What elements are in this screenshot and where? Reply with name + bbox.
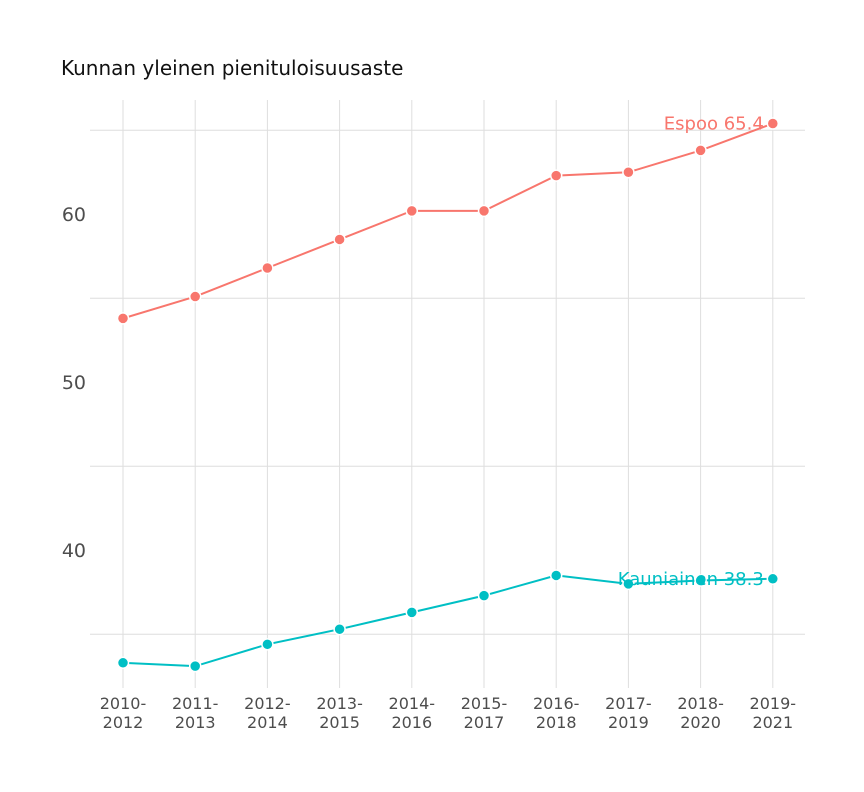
y-tick-label: 50 [62,372,86,394]
data-point [116,312,130,325]
data-point [405,204,419,218]
chart-title: Kunnan yleinen pienituloisuusaste [61,56,404,80]
end-label-kauniainen: Kauniainen 38.3 [618,569,764,590]
data-point [622,165,635,179]
data-point [405,606,419,619]
y-tick-label: 60 [62,204,86,226]
data-point [188,659,202,673]
series-layer [116,117,780,673]
data-point [694,144,707,157]
grid-layer [90,100,805,688]
x-tick-label: 2016-2018 [533,694,580,732]
y-tick-label: 40 [62,540,86,562]
data-point [261,638,274,651]
data-point [549,169,563,182]
x-tick-label: 2017-2019 [605,694,652,732]
data-point [116,656,130,670]
x-tick-label: 2019-2021 [750,694,797,732]
end-labels: Espoo 65.4 Kauniainen 38.3 [618,114,764,590]
end-label-espoo: Espoo 65.4 [664,114,764,135]
x-tick-label: 2014-2016 [389,694,436,732]
data-point [694,574,707,587]
data-point [333,233,346,246]
x-tick-label: 2012-2014 [244,694,291,732]
x-tick-label: 2018-2020 [677,694,724,732]
data-point [333,622,346,636]
data-point [188,290,202,303]
data-point [477,589,491,602]
x-tick-label: 2011-2013 [172,694,219,732]
x-tick-labels: 2010-2012 2011-2013 2012-2014 2013-2015 2014… [100,694,796,732]
x-tick-label: 2015-2017 [461,694,508,732]
x-tick-label: 2013-2015 [316,694,363,732]
data-point [549,569,563,582]
series-line-espoo [122,122,774,320]
y-tick-labels: 40 50 60 [62,204,86,562]
data-point [261,261,274,275]
x-tick-label: 2010-2012 [100,694,147,732]
data-point [766,572,780,586]
data-point [766,117,780,130]
data-point [477,204,491,218]
series-line-kauniainen [122,574,773,668]
data-point [622,577,635,591]
